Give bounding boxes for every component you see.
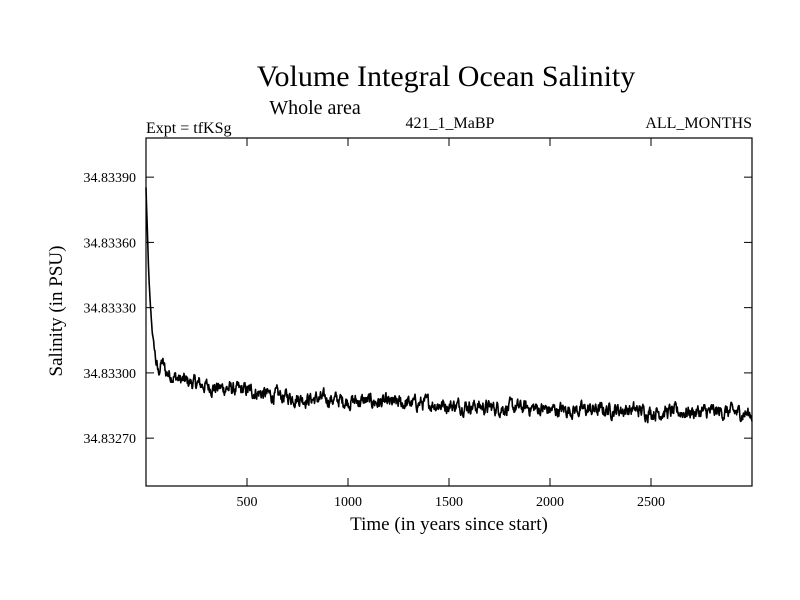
annotation-expt: Expt = tfKSg	[146, 120, 231, 137]
y-axis-ticks: 34.83270 34.83300 34.83330 34.83360 34.83390	[84, 171, 752, 447]
x-tick-label: 1500	[435, 495, 463, 510]
annotation-months: ALL_MONTHS	[645, 115, 752, 132]
x-tick-label: 2000	[536, 495, 564, 510]
x-tick-label: 500	[237, 495, 258, 510]
plot-frame	[145, 137, 753, 487]
annotation-run: 421_1_MaBP	[406, 115, 495, 132]
y-axis-label: Salinity (in PSU)	[46, 246, 67, 377]
chart-subtitle: Whole area	[269, 97, 361, 119]
x-tick-label: 1000	[334, 495, 362, 510]
chart-title: Volume Integral Ocean Salinity	[257, 60, 636, 93]
series-line-salinity	[145, 187, 753, 424]
x-axis-ticks: 500 1000 1500 2000 2500	[237, 138, 665, 510]
x-tick-label: 2500	[637, 495, 665, 510]
y-tick-label: 34.83330	[84, 302, 137, 317]
y-tick-label: 34.83300	[84, 367, 137, 382]
y-tick-label: 34.83270	[84, 432, 137, 447]
y-tick-label: 34.83360	[84, 236, 137, 251]
y-tick-label: 34.83390	[84, 171, 137, 186]
x-axis-label: Time (in years since start)	[350, 514, 548, 535]
